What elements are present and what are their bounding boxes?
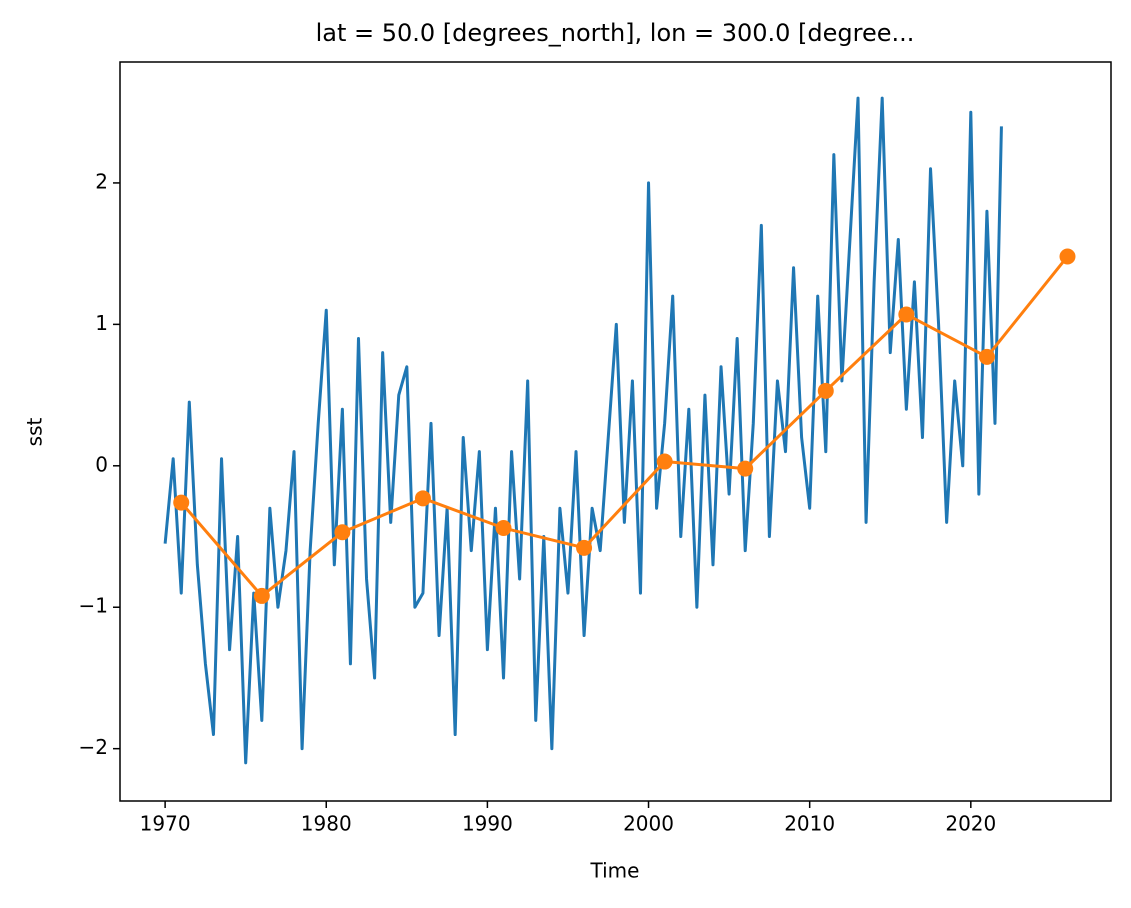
point: [898, 306, 915, 323]
series-line: [163, 96, 1003, 765]
x-tick-label: 2020: [945, 812, 996, 836]
x-tick-label: 1990: [462, 812, 513, 836]
point: [173, 494, 190, 511]
y-tick-label: −1: [79, 594, 108, 618]
y-tick-label: 2: [95, 169, 108, 193]
y-tick-label: −2: [79, 735, 108, 759]
x-tick-label: 2000: [623, 812, 674, 836]
x-tick-label: 1980: [301, 812, 352, 836]
y-tick-label: 0: [95, 452, 108, 476]
plot-frame: [119, 61, 1112, 802]
series-line: [180, 255, 1069, 598]
x-tick-label: 1970: [140, 812, 191, 836]
point: [1059, 248, 1076, 265]
point: [253, 587, 270, 604]
x-axis-label: Time: [590, 859, 640, 883]
point: [414, 490, 431, 507]
y-axis-label: sst: [23, 418, 47, 447]
point: [495, 520, 512, 537]
point: [576, 539, 593, 556]
chart-title: lat = 50.0 [degrees_north], lon = 300.0 …: [316, 19, 915, 47]
point: [817, 382, 834, 399]
point: [656, 453, 673, 470]
point: [334, 524, 351, 541]
point: [737, 460, 754, 477]
y-tick-label: 1: [95, 311, 108, 335]
point: [978, 348, 995, 365]
x-tick-label: 2010: [784, 812, 835, 836]
